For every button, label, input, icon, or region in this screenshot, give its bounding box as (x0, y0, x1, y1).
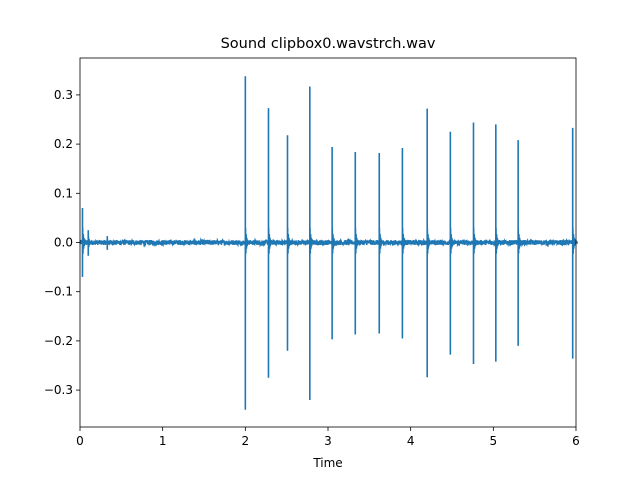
x-tick-label: 0 (76, 434, 84, 448)
spike-ringing (331, 227, 338, 254)
y-tick-label: −0.3 (44, 383, 73, 397)
waveform-spike (106, 236, 113, 250)
y-tick-label: 0.3 (54, 88, 73, 102)
waveform-spike (495, 124, 502, 362)
y-tick-label: −0.2 (44, 334, 73, 348)
waveform-spike (401, 148, 408, 339)
spike-ringing (517, 227, 524, 254)
spike-ringing (572, 227, 579, 254)
x-axis-label: Time (312, 456, 342, 470)
y-tick-label: 0.1 (54, 186, 73, 200)
waveform-spike (331, 147, 338, 340)
chart-title: Sound clipbox0.wavstrch.wav (221, 36, 436, 52)
x-tick-label: 5 (490, 434, 498, 448)
spike-ringing (402, 227, 408, 254)
spike-ringing (426, 227, 433, 254)
spike-ringing (355, 227, 361, 254)
x-tick-label: 3 (324, 434, 332, 448)
y-tick-label: 0.0 (54, 236, 73, 250)
waveform-spike (286, 135, 293, 351)
spike-ringing (88, 236, 94, 248)
waveform-spike (354, 151, 361, 335)
waveform-baseline (79, 237, 577, 248)
waveform-spike (426, 108, 433, 378)
waveform-spike (87, 230, 94, 256)
spike-ringing (287, 227, 293, 254)
x-tick-label: 2 (242, 434, 250, 448)
spike-ringing (107, 239, 113, 245)
spike-ringing (473, 227, 479, 254)
spike-ringing (450, 227, 456, 254)
waveform-spike (244, 76, 251, 410)
spike-ringing (309, 227, 316, 254)
spike-ringing (378, 227, 385, 254)
plot-area (79, 76, 579, 410)
spike-ringing (495, 227, 502, 254)
spike-ringing (268, 227, 274, 254)
waveform-spike (378, 152, 385, 334)
x-tick-label: 6 (572, 434, 580, 448)
y-tick-label: −0.1 (44, 285, 73, 299)
waveform-spike (81, 208, 88, 277)
spike-ringing (82, 227, 88, 254)
waveform-spike (517, 140, 524, 346)
waveform-spike (267, 108, 274, 378)
waveform-spike (309, 86, 316, 400)
x-tick-label: 1 (159, 434, 167, 448)
waveform-spike (472, 122, 479, 365)
waveform-spike (571, 127, 579, 359)
x-tick-label: 4 (407, 434, 415, 448)
waveform-spike (449, 131, 456, 355)
y-tick-label: 0.2 (54, 137, 73, 151)
axis-ticks: 0 1 2 3 4 5 6 −0.3 −0.2 −0.1 0.0 0.1 0.2 0.3 (44, 88, 580, 448)
spike-ringing (245, 227, 251, 254)
